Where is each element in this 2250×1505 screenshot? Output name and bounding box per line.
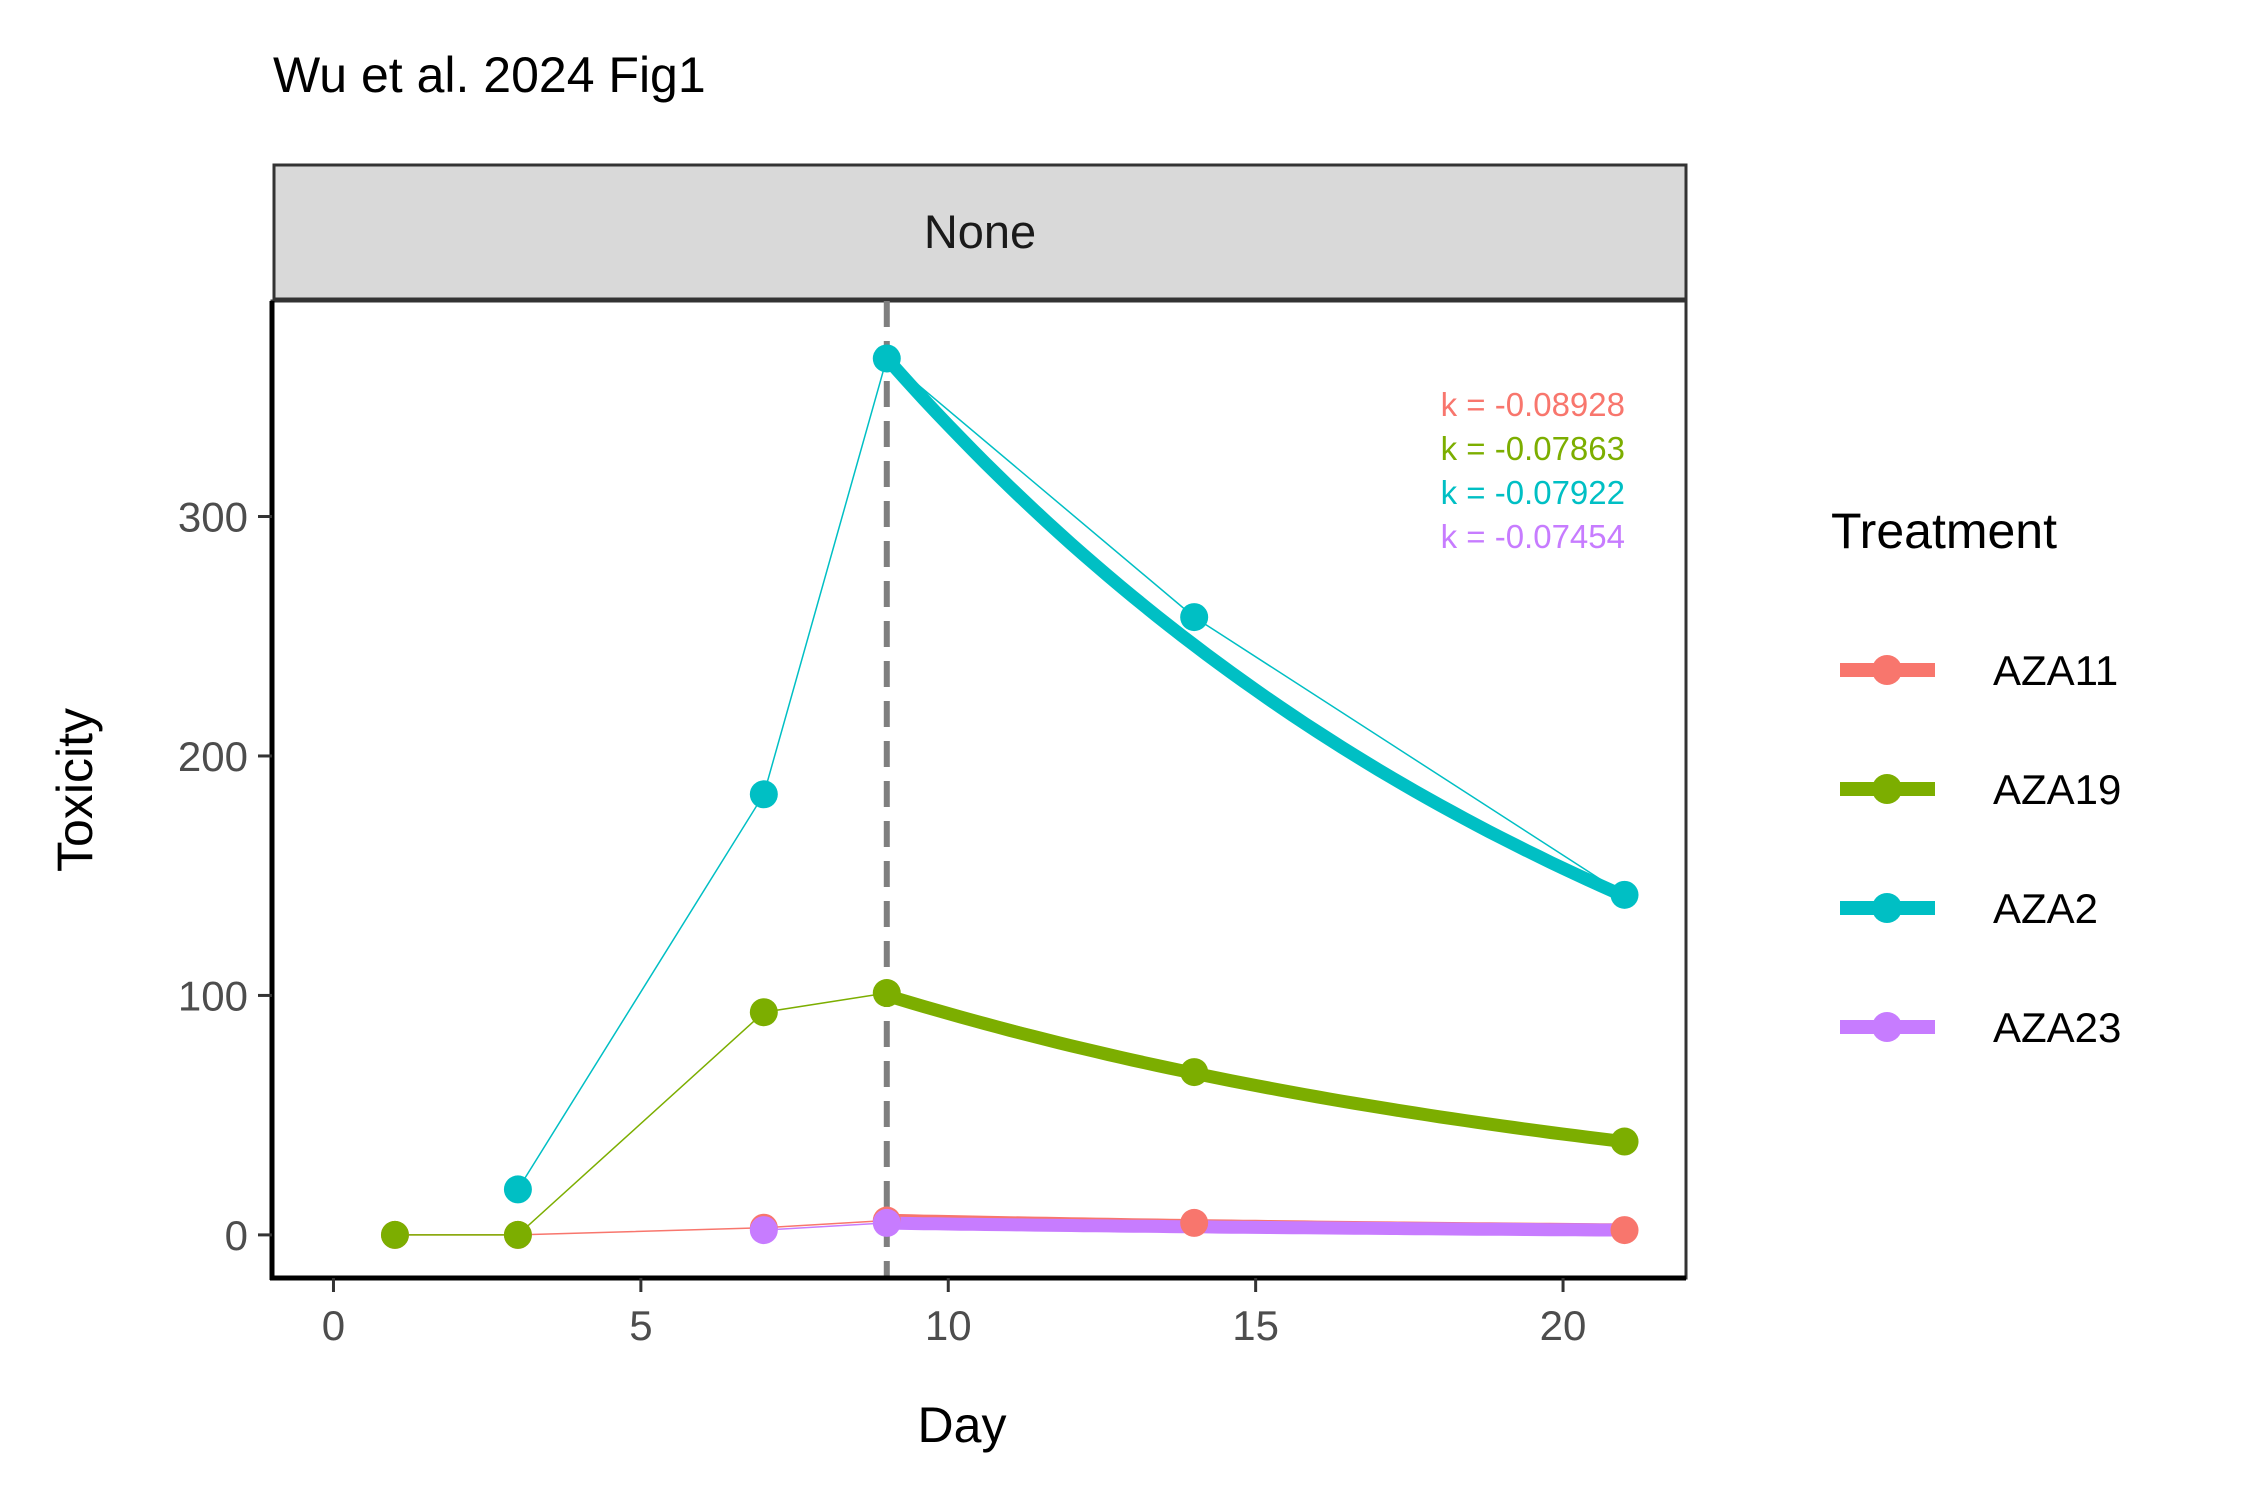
- y-tick-label: 100: [178, 972, 248, 1019]
- point-aza19: [1180, 1058, 1209, 1087]
- legend-label: AZA2: [1993, 885, 2098, 932]
- fit-line-aza2: [881, 354, 1628, 903]
- point-aza11: [1180, 1208, 1209, 1237]
- k-annotation: k = -0.07922: [1441, 474, 1625, 511]
- legend-title: Treatment: [1831, 503, 2057, 559]
- point-aza2: [1610, 880, 1639, 909]
- legend-key-point: [1872, 774, 1902, 804]
- legend: Treatment AZA11 AZA19 AZA2 AZA23: [1831, 503, 2121, 1051]
- x-tick-label: 0: [322, 1302, 345, 1349]
- x-tick-label: 5: [629, 1302, 652, 1349]
- k-annotation: k = -0.08928: [1441, 386, 1625, 423]
- point-aza2: [749, 780, 778, 809]
- facet-strip: [272, 163, 1688, 301]
- legend-key-point: [1872, 655, 1902, 685]
- point-aza19: [872, 979, 901, 1008]
- point-aza19: [749, 998, 778, 1027]
- k-annotation: k = -0.07454: [1441, 518, 1625, 555]
- x-tick-label: 15: [1232, 1302, 1279, 1349]
- y-tick-label: 0: [225, 1212, 248, 1259]
- legend-label: AZA19: [1993, 766, 2121, 813]
- k-annotation: k = -0.07863: [1441, 430, 1625, 467]
- y-tick-label: 300: [178, 494, 248, 541]
- legend-key-point: [1872, 893, 1902, 923]
- fit-line-aza19: [884, 989, 1626, 1149]
- point-aza23: [749, 1216, 778, 1245]
- point-aza19: [503, 1220, 532, 1249]
- k-annotations: k = -0.08928 k = -0.07863 k = -0.07922 k = …: [1441, 386, 1625, 555]
- y-tick-label: 200: [178, 733, 248, 780]
- x-tick-label: 10: [925, 1302, 972, 1349]
- legend-key-point: [1872, 1012, 1902, 1042]
- y-ticks: 0 100 200 300: [178, 494, 272, 1259]
- point-aza19: [380, 1220, 409, 1249]
- point-aza19: [1610, 1127, 1639, 1156]
- legend-label: AZA11: [1993, 647, 2118, 694]
- legend-label: AZA23: [1993, 1004, 2121, 1051]
- fit-line-aza23: [886, 1216, 1625, 1237]
- x-axis-title: Day: [918, 1397, 1007, 1453]
- point-aza11: [1610, 1216, 1639, 1245]
- y-axis-title: Toxicity: [47, 708, 103, 872]
- x-tick-label: 20: [1540, 1302, 1587, 1349]
- x-ticks: 0 5 10 15 20: [322, 1278, 1587, 1349]
- observed-line-aza23: [763, 1222, 887, 1231]
- plot-layer: [380, 301, 1639, 1278]
- facet-strip-label: None: [924, 205, 1036, 258]
- point-aza23: [872, 1208, 901, 1237]
- point-aza2: [1180, 603, 1209, 632]
- point-aza2: [503, 1175, 532, 1204]
- chart-title: Wu et al. 2024 Fig1: [273, 47, 706, 103]
- point-aza2: [872, 344, 901, 373]
